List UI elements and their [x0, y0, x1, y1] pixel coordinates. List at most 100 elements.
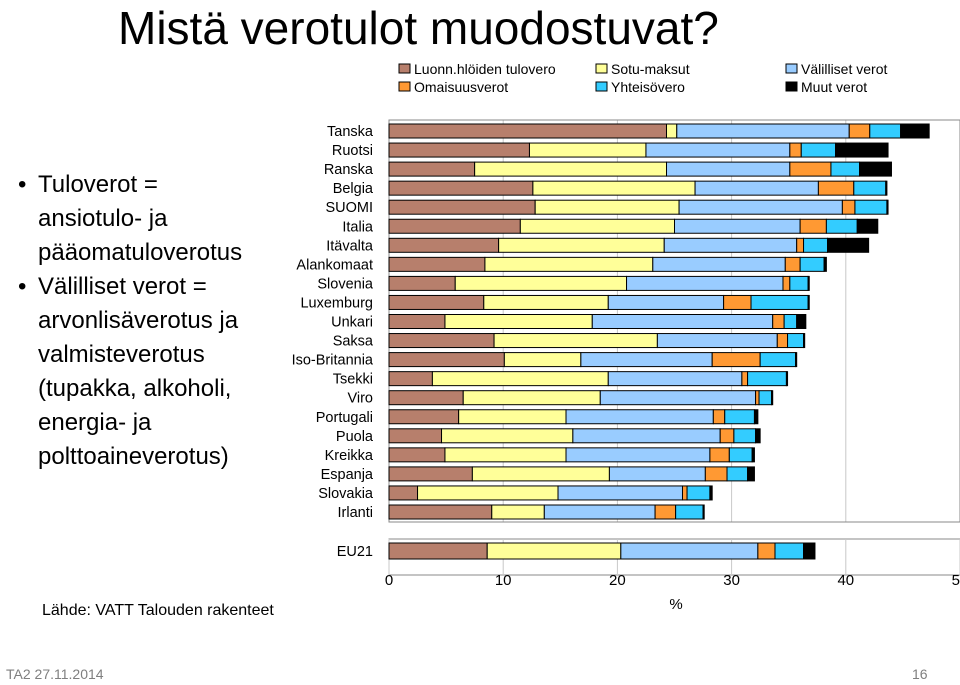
bar-segment: [827, 237, 870, 253]
legend-label: Välilliset verot: [801, 61, 887, 77]
bar-segment: [557, 485, 683, 501]
bar-segment: [388, 409, 460, 425]
source-note: Lähde: VATT Talouden rakenteet: [42, 602, 274, 619]
bar-segment: [709, 447, 730, 463]
bar-segment: [787, 333, 805, 349]
bar-segment: [886, 199, 889, 215]
bar-segment: [431, 371, 609, 387]
bar-segment: [666, 123, 678, 139]
bar-segment: [484, 256, 654, 272]
bar-segment: [388, 256, 486, 272]
page-number: 16: [912, 666, 928, 682]
category-label: Saksa: [333, 334, 374, 350]
footer-date: TA2 27.11.2014: [6, 666, 104, 682]
bar-segment: [774, 542, 805, 560]
bar-segment: [675, 504, 704, 520]
bar-segment: [741, 371, 749, 387]
bar-segment: [869, 123, 902, 139]
category-label: Portugali: [316, 410, 373, 426]
bar-segment: [543, 504, 656, 520]
bar-segment: [723, 294, 752, 310]
bar-segment: [711, 352, 761, 368]
bar-segment: [388, 275, 456, 291]
legend-swatch: [595, 63, 608, 74]
bar-segment: [388, 466, 473, 482]
bar-segment: [796, 237, 805, 253]
category-label: Ranska: [324, 162, 374, 178]
bar-segment: [885, 180, 888, 196]
bar-segment: [645, 142, 791, 158]
bar-segment: [784, 256, 801, 272]
bar-segment: [755, 428, 761, 444]
bar-segment: [534, 199, 680, 215]
bar-segment: [755, 390, 760, 406]
bar-segment: [681, 485, 688, 501]
bar-segment: [776, 333, 789, 349]
bar-segment: [656, 333, 778, 349]
bar-segment: [785, 371, 789, 387]
bar-segment: [772, 314, 785, 329]
x-tick-label: 20: [609, 572, 626, 589]
bar-segment: [388, 294, 485, 310]
x-tick-label: 50: [952, 572, 960, 589]
category-label: Tanska: [327, 124, 374, 140]
x-tick-label: 0: [385, 572, 393, 589]
bullet-glyph: •: [18, 171, 27, 198]
bar-segment: [388, 123, 668, 139]
bar-segment: [388, 314, 446, 329]
bar-segment: [789, 142, 802, 158]
bar-segment: [388, 447, 446, 463]
category-label: Italia: [342, 219, 374, 235]
bar-segment: [719, 428, 735, 444]
bar-segment: [702, 504, 705, 520]
bar-segment: [799, 256, 825, 272]
bar-segment: [807, 275, 810, 291]
bar-segment: [803, 542, 816, 560]
bar-segment: [724, 409, 755, 425]
bar-segment: [751, 447, 755, 463]
bar-segment: [388, 352, 505, 368]
category-label: Viro: [347, 391, 373, 407]
bar-segment: [388, 199, 536, 215]
bar-segment: [783, 314, 798, 329]
category-label: Slovakia: [318, 486, 374, 502]
bar-segment: [591, 314, 774, 329]
bar-segment: [388, 142, 530, 158]
bar-segment: [572, 428, 721, 444]
category-label: Slovenia: [317, 276, 374, 292]
bar-segment: [388, 161, 476, 177]
category-label: Belgia: [333, 181, 374, 197]
bar-segment: [758, 390, 773, 406]
bar-segment: [803, 237, 829, 253]
bar-segment: [652, 256, 786, 272]
bullet-item-valilliset: • Välilliset verot = arvonlisäverotus ja…: [18, 270, 268, 474]
bar-segment: [532, 180, 696, 196]
bar-segment: [607, 371, 743, 387]
bar-segment: [853, 180, 887, 196]
bullet-text: Tuloverot = ansiotulo- ja pääomatulovero…: [38, 171, 243, 266]
bar-segment: [580, 352, 713, 368]
bar-segment: [654, 504, 677, 520]
bar-segment: [676, 123, 850, 139]
bar-segment: [782, 275, 791, 291]
slide-title: Mistä verotulot muodostuvat?: [118, 2, 719, 54]
x-tick-label: 10: [495, 572, 512, 589]
bar-segment: [803, 333, 806, 349]
legend-label: Sotu-maksut: [611, 61, 690, 77]
bar-segment: [565, 447, 711, 463]
bar-segment: [528, 142, 647, 158]
bar-segment: [444, 447, 567, 463]
category-label: EU21: [337, 544, 373, 560]
bar-segment: [807, 294, 810, 310]
bar-segment: [694, 180, 819, 196]
bar-segment: [462, 390, 601, 406]
category-label: Alankomaat: [296, 257, 373, 273]
bar-segment: [441, 428, 574, 444]
bar-segment: [388, 542, 488, 560]
bar-segment: [841, 199, 856, 215]
legend-swatch: [398, 63, 411, 74]
bar-segment: [747, 466, 755, 482]
bar-segment: [666, 161, 791, 177]
bar-segment: [856, 218, 879, 234]
legend-swatch: [595, 81, 608, 92]
